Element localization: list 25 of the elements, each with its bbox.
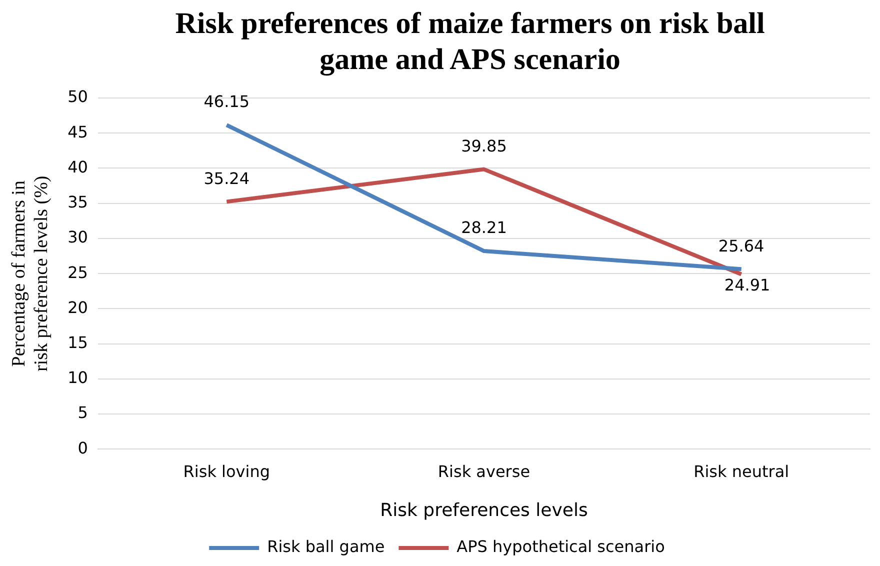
y-tick-label: 45 xyxy=(68,122,88,142)
y-tick-label: 15 xyxy=(68,332,88,352)
legend-label: Risk ball game xyxy=(267,537,385,556)
data-label: 25.64 xyxy=(718,236,764,256)
legend-label: APS hypothetical scenario xyxy=(456,537,665,556)
x-tick-label: Risk loving xyxy=(183,462,270,481)
x-axis-title: Risk preferences levels xyxy=(380,500,588,521)
y-tick-label: 0 xyxy=(78,438,88,458)
y-tick-label: 20 xyxy=(68,298,88,317)
y-tick-label: 5 xyxy=(78,403,88,422)
y-tick-label: 30 xyxy=(68,228,88,247)
data-label: 28.21 xyxy=(461,218,507,238)
data-label: 24.91 xyxy=(724,275,770,294)
chart-title: Risk preferences of maize farmers on risk ball game and APS scenario xyxy=(174,6,766,78)
data-label: 46.15 xyxy=(204,92,250,112)
x-tick-label: Risk averse xyxy=(438,462,530,481)
y-tick-label: 40 xyxy=(68,157,88,176)
y-tick-label: 25 xyxy=(68,262,88,282)
y-axis-title: Percentage of farmers in risk preference levels (%) xyxy=(8,176,52,372)
y-tick-label: 50 xyxy=(68,87,88,106)
y-tick-label: 10 xyxy=(68,368,88,388)
x-tick-label: Risk neutral xyxy=(694,462,790,481)
data-label: 39.85 xyxy=(461,136,507,156)
data-label: 35.24 xyxy=(204,168,250,188)
y-tick-label: 35 xyxy=(68,192,88,212)
